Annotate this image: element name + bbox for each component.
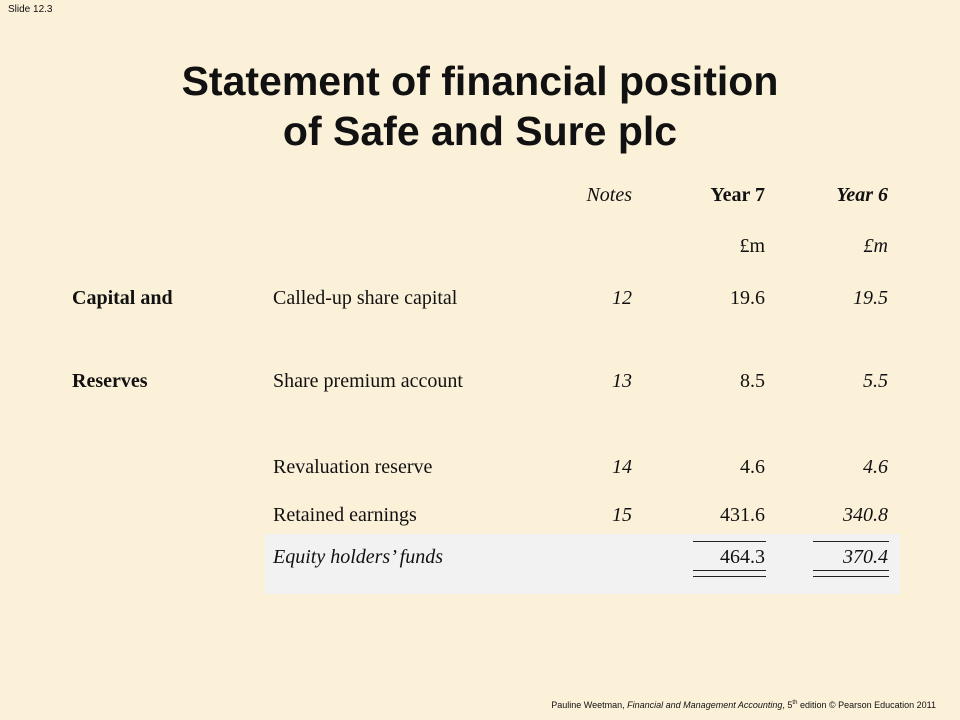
total-year-7-value: 464.3: [720, 546, 765, 568]
row-year-6-value: 4.6: [863, 456, 888, 478]
footer-book-title: Financial and Management Accounting: [627, 700, 783, 710]
row-label: Share premium account: [273, 370, 463, 392]
footer-citation: Pauline Weetman, Financial and Managemen…: [551, 700, 936, 710]
total-year-6-double-underline: [813, 570, 889, 577]
row-year-7-value: 19.6: [730, 287, 765, 309]
slide-title: Statement of financial position of Safe …: [0, 56, 960, 156]
row-label: Called-up share capital: [273, 287, 458, 309]
footer-copyright: edition © Pearson Education 2011: [797, 700, 936, 710]
section-label-capital: Capital and: [72, 287, 173, 309]
row-note: 12: [612, 287, 632, 309]
row-year-6-value: 19.5: [853, 287, 888, 309]
row-label: Retained earnings: [273, 504, 417, 526]
title-line-2: of Safe and Sure plc: [282, 108, 678, 154]
slide-number: Slide 12.3: [8, 4, 53, 15]
row-year-6-value: 5.5: [863, 370, 888, 392]
unit-year-6: £m: [863, 235, 888, 257]
row-year-7-value: 431.6: [720, 504, 765, 526]
row-year-6-value: 340.8: [843, 504, 888, 526]
row-year-7-value: 4.6: [740, 456, 765, 478]
row-year-7-value: 8.5: [740, 370, 765, 392]
total-year-6-top-rule: [813, 541, 889, 542]
total-year-6-value: 370.4: [843, 546, 888, 568]
total-year-7-top-rule: [693, 541, 766, 542]
row-note: 13: [612, 370, 632, 392]
total-label: Equity holders’ funds: [273, 546, 443, 568]
total-row-background: [265, 534, 900, 594]
footer-edition: , 5: [782, 700, 793, 710]
row-note: 15: [612, 504, 632, 526]
header-year-6: Year 6: [836, 184, 888, 206]
unit-year-7: £m: [739, 235, 765, 257]
row-label: Revaluation reserve: [273, 456, 433, 478]
footer-edition-suffix: th: [792, 700, 798, 706]
header-year-7: Year 7: [710, 184, 765, 206]
footer-author: Pauline Weetman,: [551, 700, 628, 710]
total-year-7-double-underline: [693, 570, 766, 577]
row-note: 14: [612, 456, 632, 478]
title-line-1: Statement of financial position: [181, 58, 779, 104]
section-label-reserves: Reserves: [72, 370, 148, 392]
header-notes: Notes: [586, 184, 632, 206]
